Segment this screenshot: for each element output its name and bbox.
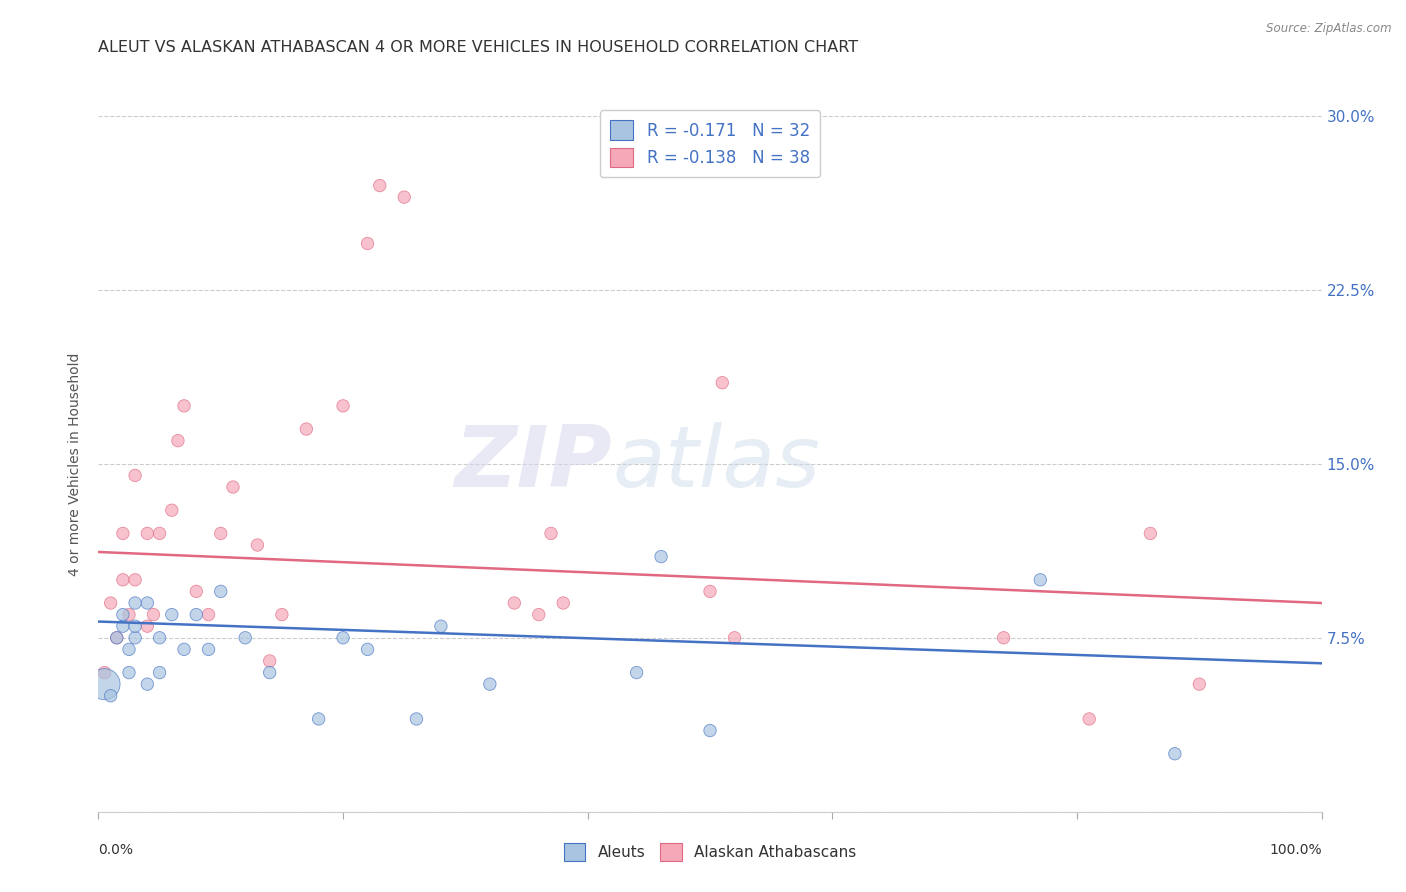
Point bbox=[1078, 712, 1101, 726]
Point bbox=[111, 573, 134, 587]
Point bbox=[1139, 526, 1161, 541]
Point bbox=[478, 677, 501, 691]
Point bbox=[626, 665, 648, 680]
Text: 0.0%: 0.0% bbox=[98, 843, 134, 857]
Point bbox=[111, 607, 134, 622]
Point bbox=[993, 631, 1015, 645]
Point bbox=[246, 538, 269, 552]
Point bbox=[503, 596, 526, 610]
Point bbox=[430, 619, 453, 633]
Point bbox=[105, 631, 128, 645]
Text: atlas: atlas bbox=[612, 422, 820, 506]
Point bbox=[136, 526, 159, 541]
Point bbox=[136, 596, 159, 610]
Point bbox=[233, 631, 256, 645]
Point bbox=[392, 190, 416, 204]
Point bbox=[100, 596, 122, 610]
Point bbox=[105, 631, 128, 645]
Point bbox=[332, 631, 354, 645]
Point bbox=[167, 434, 190, 448]
Point bbox=[259, 654, 281, 668]
Point bbox=[118, 642, 141, 657]
Point bbox=[93, 677, 115, 691]
Point bbox=[270, 607, 294, 622]
Point bbox=[259, 665, 281, 680]
Point bbox=[124, 619, 146, 633]
Point bbox=[118, 607, 141, 622]
Point bbox=[1029, 573, 1052, 587]
Point bbox=[118, 665, 141, 680]
Point bbox=[650, 549, 672, 564]
Point bbox=[711, 376, 734, 390]
Point bbox=[142, 607, 165, 622]
Point bbox=[149, 665, 172, 680]
Point bbox=[1164, 747, 1187, 761]
Text: Source: ZipAtlas.com: Source: ZipAtlas.com bbox=[1267, 22, 1392, 36]
Point bbox=[173, 399, 195, 413]
Point bbox=[723, 631, 745, 645]
Point bbox=[173, 642, 195, 657]
Point bbox=[527, 607, 550, 622]
Point bbox=[160, 503, 183, 517]
Point bbox=[100, 689, 122, 703]
Point bbox=[124, 573, 146, 587]
Point bbox=[308, 712, 330, 726]
Point bbox=[553, 596, 575, 610]
Point bbox=[149, 631, 172, 645]
Point bbox=[160, 607, 183, 622]
Legend: Aleuts, Alaskan Athabascans: Aleuts, Alaskan Athabascans bbox=[558, 837, 862, 867]
Point bbox=[540, 526, 562, 541]
Point bbox=[186, 607, 208, 622]
Text: ALEUT VS ALASKAN ATHABASCAN 4 OR MORE VEHICLES IN HOUSEHOLD CORRELATION CHART: ALEUT VS ALASKAN ATHABASCAN 4 OR MORE VE… bbox=[98, 40, 859, 55]
Point bbox=[124, 468, 146, 483]
Text: 100.0%: 100.0% bbox=[1270, 843, 1322, 857]
Point bbox=[356, 236, 378, 251]
Point bbox=[356, 642, 378, 657]
Point bbox=[699, 723, 721, 738]
Point bbox=[149, 526, 172, 541]
Point bbox=[93, 665, 115, 680]
Y-axis label: 4 or more Vehicles in Household: 4 or more Vehicles in Household bbox=[69, 352, 83, 575]
Point bbox=[209, 584, 232, 599]
Point bbox=[197, 607, 219, 622]
Point bbox=[111, 526, 134, 541]
Point bbox=[405, 712, 427, 726]
Text: ZIP: ZIP bbox=[454, 422, 612, 506]
Point bbox=[368, 178, 391, 193]
Point bbox=[295, 422, 318, 436]
Point bbox=[186, 584, 208, 599]
Point bbox=[197, 642, 219, 657]
Point bbox=[332, 399, 354, 413]
Point bbox=[124, 596, 146, 610]
Point bbox=[222, 480, 245, 494]
Point bbox=[209, 526, 232, 541]
Point bbox=[136, 619, 159, 633]
Point bbox=[111, 619, 134, 633]
Point bbox=[699, 584, 721, 599]
Point bbox=[136, 677, 159, 691]
Point bbox=[124, 631, 146, 645]
Point bbox=[1188, 677, 1211, 691]
